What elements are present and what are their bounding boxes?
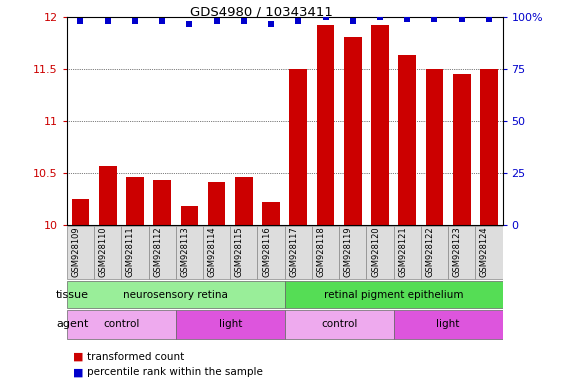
- Text: retinal pigment epithelium: retinal pigment epithelium: [324, 290, 464, 300]
- Text: GSM928114: GSM928114: [207, 226, 217, 277]
- Bar: [285, 226, 312, 279]
- Text: GSM928122: GSM928122: [425, 226, 435, 277]
- Bar: [399, 55, 416, 225]
- Point: [403, 16, 412, 22]
- Bar: [153, 180, 171, 225]
- Text: GSM928118: GSM928118: [317, 226, 325, 277]
- Bar: [367, 226, 394, 279]
- Point: [321, 14, 330, 20]
- Bar: [67, 310, 175, 339]
- Bar: [448, 226, 475, 279]
- Bar: [235, 177, 253, 225]
- Text: transformed count: transformed count: [87, 352, 184, 362]
- Bar: [285, 281, 503, 308]
- Text: control: control: [321, 319, 357, 329]
- Text: light: light: [218, 319, 242, 329]
- Text: GSM928116: GSM928116: [262, 226, 271, 277]
- Bar: [67, 281, 285, 308]
- Point: [267, 20, 276, 26]
- Bar: [230, 226, 257, 279]
- Point: [76, 18, 85, 25]
- Point: [457, 16, 467, 22]
- Bar: [208, 182, 225, 225]
- Point: [157, 18, 167, 25]
- Bar: [149, 226, 175, 279]
- Bar: [312, 226, 339, 279]
- Text: ■: ■: [73, 352, 87, 362]
- Bar: [394, 310, 503, 339]
- Bar: [181, 206, 198, 225]
- Text: GSM928121: GSM928121: [398, 226, 407, 277]
- Text: GSM928113: GSM928113: [180, 226, 189, 277]
- Bar: [126, 177, 144, 225]
- Text: GSM928112: GSM928112: [153, 226, 162, 277]
- Bar: [475, 226, 503, 279]
- Text: GSM928115: GSM928115: [235, 226, 244, 277]
- Bar: [175, 226, 203, 279]
- Point: [130, 18, 139, 25]
- Point: [185, 20, 194, 26]
- Text: light: light: [436, 319, 460, 329]
- Bar: [421, 226, 448, 279]
- Bar: [480, 69, 498, 225]
- Bar: [339, 226, 367, 279]
- Text: GSM928120: GSM928120: [371, 226, 380, 277]
- Text: control: control: [103, 319, 139, 329]
- Text: tissue: tissue: [56, 290, 89, 300]
- Text: GSM928117: GSM928117: [289, 226, 298, 277]
- Bar: [394, 226, 421, 279]
- Point: [212, 18, 221, 25]
- Text: GSM928124: GSM928124: [480, 226, 489, 277]
- Bar: [175, 310, 285, 339]
- Point: [348, 18, 357, 25]
- Text: GDS4980 / 10343411: GDS4980 / 10343411: [190, 6, 333, 19]
- Point: [485, 16, 494, 22]
- Point: [430, 16, 439, 22]
- Bar: [71, 199, 89, 225]
- Bar: [99, 166, 117, 225]
- Bar: [317, 25, 335, 225]
- Bar: [94, 226, 121, 279]
- Point: [293, 18, 303, 25]
- Text: GSM928123: GSM928123: [453, 226, 462, 277]
- Bar: [121, 226, 149, 279]
- Point: [375, 14, 385, 20]
- Text: percentile rank within the sample: percentile rank within the sample: [87, 367, 263, 377]
- Point: [239, 18, 249, 25]
- Point: [103, 18, 112, 25]
- Text: neurosensory retina: neurosensory retina: [123, 290, 228, 300]
- Bar: [203, 226, 230, 279]
- Text: GSM928109: GSM928109: [71, 226, 80, 277]
- Bar: [344, 37, 361, 225]
- Bar: [371, 25, 389, 225]
- Bar: [257, 226, 285, 279]
- Bar: [262, 202, 280, 225]
- Bar: [285, 310, 394, 339]
- Text: GSM928111: GSM928111: [126, 226, 135, 277]
- Text: ■: ■: [73, 367, 87, 377]
- Bar: [453, 74, 471, 225]
- Bar: [67, 226, 94, 279]
- Text: GSM928119: GSM928119: [344, 226, 353, 277]
- Text: GSM928110: GSM928110: [99, 226, 107, 277]
- Bar: [426, 69, 443, 225]
- Text: agent: agent: [56, 319, 88, 329]
- Bar: [289, 69, 307, 225]
